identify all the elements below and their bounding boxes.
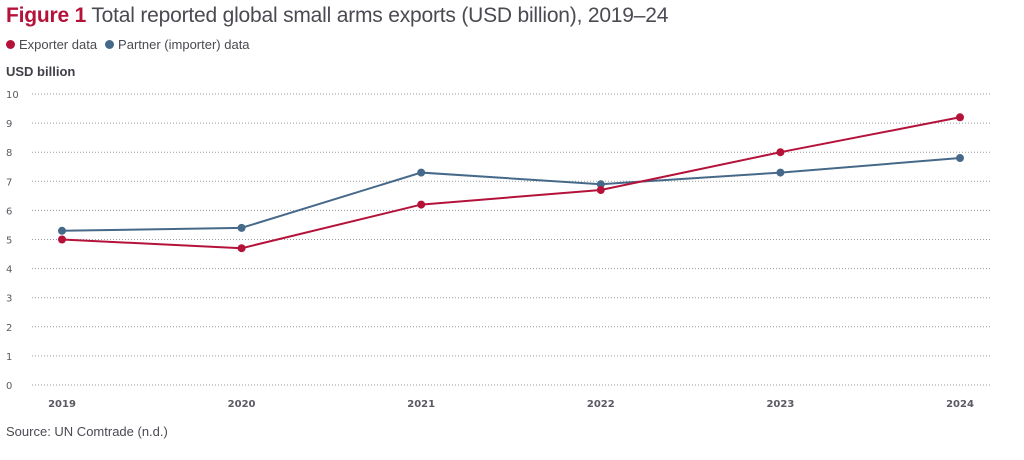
legend-item-exporter: Exporter data: [6, 37, 97, 52]
legend-marker-exporter: [6, 40, 15, 49]
x-tick-label: 2024: [946, 399, 974, 410]
y-axis-label: USD billion: [6, 64, 76, 79]
y-tick-label: 2: [6, 323, 12, 334]
data-point: [58, 235, 66, 244]
legend: Exporter data Partner (importer) data: [6, 37, 250, 52]
y-tick-label: 1: [6, 352, 12, 363]
source-note: Source: UN Comtrade (n.d.): [6, 424, 168, 439]
legend-label-partner: Partner (importer) data: [118, 37, 250, 52]
x-tick-label: 2023: [766, 399, 794, 410]
figure-label: Figure 1: [6, 4, 87, 27]
x-tick-label: 2020: [228, 399, 256, 410]
x-tick-labels: 2019 2020 2021 2022 2023 2024: [48, 399, 974, 410]
legend-item-partner: Partner (importer) data: [105, 37, 250, 52]
series-lines: [58, 113, 964, 253]
data-point: [237, 223, 246, 232]
title-text: Total reported global small arms exports…: [91, 4, 669, 27]
y-tick-label: 0: [6, 381, 12, 392]
data-point: [956, 113, 964, 122]
x-tick-label: 2022: [587, 399, 615, 410]
data-point: [596, 180, 605, 189]
series-exporter-data: [58, 113, 964, 253]
y-tick-label: 8: [6, 148, 12, 159]
x-tick-label: 2019: [48, 399, 76, 410]
legend-marker-partner: [105, 40, 115, 49]
series-line: [61, 157, 961, 232]
x-tick-label: 2021: [407, 399, 435, 410]
legend-label-exporter: Exporter data: [19, 37, 98, 52]
y-tick-labels: 0 1 2 3 4 5 6 7 8 9 10: [6, 90, 19, 392]
data-point: [776, 168, 785, 177]
data-point: [776, 148, 785, 157]
y-tick-label: 4: [6, 265, 12, 276]
series-line: [61, 116, 961, 250]
series-partner-importer-data: [58, 154, 964, 235]
data-point: [417, 200, 426, 209]
y-tick-label: 10: [6, 90, 19, 101]
data-point: [237, 244, 246, 253]
data-point: [596, 186, 605, 195]
data-point: [58, 226, 66, 235]
chart-title: Figure 1 Total reported global small arm…: [6, 4, 668, 28]
y-tick-label: 5: [6, 236, 12, 247]
gridlines: [32, 93, 990, 386]
y-tick-label: 3: [6, 294, 12, 305]
data-point: [417, 168, 426, 177]
y-tick-label: 7: [6, 177, 12, 188]
y-tick-label: 9: [6, 119, 12, 130]
data-point: [956, 154, 964, 163]
y-tick-label: 6: [6, 206, 12, 217]
